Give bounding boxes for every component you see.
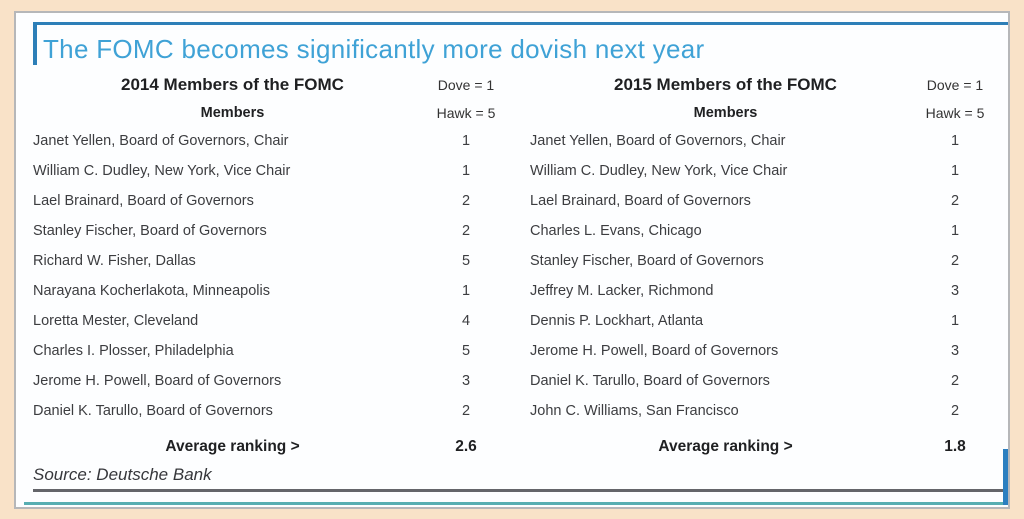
table-2014-heading: 2014 Members of the FOMC	[121, 75, 344, 94]
table-row: Jerome H. Powell, Board of Governors 3	[530, 336, 989, 366]
top-accent-rule	[33, 22, 1008, 25]
average-row-2015: Average ranking > 1.8	[530, 432, 989, 462]
member-name: Daniel K. Tarullo, Board of Governors	[530, 373, 770, 389]
table-row: William C. Dudley, New York, Vice Chair …	[33, 156, 500, 186]
table-row: Janet Yellen, Board of Governors, Chair …	[33, 126, 500, 156]
table-row: Richard W. Fisher, Dallas 5	[33, 246, 500, 276]
member-rank: 3	[461, 373, 471, 389]
members-column-header-2015: Members	[693, 104, 758, 121]
bottom-teal-rule	[24, 502, 1008, 505]
member-name: Charles L. Evans, Chicago	[530, 223, 702, 239]
member-name: William C. Dudley, New York, Vice Chair	[33, 163, 291, 179]
title-accent-bar	[33, 22, 37, 65]
table-2015-header-row: 2015 Members of the FOMC Dove = 1	[530, 71, 989, 99]
member-name: William C. Dudley, New York, Vice Chair	[530, 163, 788, 179]
member-name: Lael Brainard, Board of Governors	[33, 193, 254, 209]
member-rank: 2	[461, 193, 471, 209]
member-name: Daniel K. Tarullo, Board of Governors	[33, 403, 273, 419]
dove-scale-label-2014: Dove = 1	[437, 77, 495, 93]
member-rows-2015: Janet Yellen, Board of Governors, Chair …	[530, 126, 989, 426]
table-row: Charles L. Evans, Chicago 1	[530, 216, 989, 246]
member-rank: 2	[950, 373, 960, 389]
table-2015-heading: 2015 Members of the FOMC	[614, 75, 837, 94]
member-name: Janet Yellen, Board of Governors, Chair	[530, 133, 786, 149]
table-row: Daniel K. Tarullo, Board of Governors 2	[530, 366, 989, 396]
member-name: Dennis P. Lockhart, Atlanta	[530, 313, 704, 329]
table-row: Lael Brainard, Board of Governors 2	[33, 186, 500, 216]
table-row: Daniel K. Tarullo, Board of Governors 2	[33, 396, 500, 426]
table-row: Jeffrey M. Lacker, Richmond 3	[530, 276, 989, 306]
member-rank: 2	[950, 403, 960, 419]
member-rank: 1	[461, 283, 471, 299]
average-row-2014: Average ranking > 2.6	[33, 432, 500, 462]
average-ranking-label-2015: Average ranking >	[658, 438, 793, 455]
member-rank: 3	[950, 343, 960, 359]
table-row: Dennis P. Lockhart, Atlanta 1	[530, 306, 989, 336]
average-ranking-label-2014: Average ranking >	[165, 438, 300, 455]
member-rank: 1	[950, 223, 960, 239]
member-name: Stanley Fischer, Board of Governors	[530, 253, 764, 269]
member-rank: 3	[950, 283, 960, 299]
table-row: Lael Brainard, Board of Governors 2	[530, 186, 989, 216]
table-row: Narayana Kocherlakota, Minneapolis 1	[33, 276, 500, 306]
member-rank: 1	[950, 313, 960, 329]
member-rank: 4	[461, 313, 471, 329]
member-rank: 1	[950, 133, 960, 149]
members-column-header-2014: Members	[200, 104, 265, 121]
member-rank: 1	[461, 163, 471, 179]
table-row: Janet Yellen, Board of Governors, Chair …	[530, 126, 989, 156]
dove-scale-label-2015: Dove = 1	[926, 77, 984, 93]
average-ranking-value-2014: 2.6	[455, 438, 477, 455]
member-name: Loretta Mester, Cleveland	[33, 313, 199, 329]
member-rank: 5	[461, 343, 471, 359]
bottom-right-accent-bar	[1003, 449, 1008, 505]
table-row: Stanley Fischer, Board of Governors 2	[33, 216, 500, 246]
table-2014-header-row: 2014 Members of the FOMC Dove = 1	[33, 71, 500, 99]
member-name: Jerome H. Powell, Board of Governors	[33, 373, 282, 389]
figure-panel: The FOMC becomes significantly more dovi…	[14, 11, 1010, 509]
member-rank: 1	[950, 163, 960, 179]
member-name: Richard W. Fisher, Dallas	[33, 253, 196, 269]
table-row: Loretta Mester, Cleveland 4	[33, 306, 500, 336]
member-name: Narayana Kocherlakota, Minneapolis	[33, 283, 270, 299]
source-note: Source: Deutsche Bank	[33, 465, 212, 484]
hawk-scale-label-2015: Hawk = 5	[925, 104, 985, 121]
member-name: Stanley Fischer, Board of Governors	[33, 223, 267, 239]
member-rank: 5	[461, 253, 471, 269]
source-rule	[33, 489, 1003, 492]
member-rank: 2	[950, 253, 960, 269]
member-rank: 2	[950, 193, 960, 209]
member-name: Lael Brainard, Board of Governors	[530, 193, 751, 209]
hawk-scale-label-2014: Hawk = 5	[436, 104, 496, 121]
member-name: Janet Yellen, Board of Governors, Chair	[33, 133, 289, 149]
table-row: William C. Dudley, New York, Vice Chair …	[530, 156, 989, 186]
table-row: Jerome H. Powell, Board of Governors 3	[33, 366, 500, 396]
average-ranking-value-2015: 1.8	[944, 438, 966, 455]
table-row: John C. Williams, San Francisco 2	[530, 396, 989, 426]
figure-title: The FOMC becomes significantly more dovi…	[43, 34, 705, 64]
table-2015-subheader-row: Members Hawk = 5	[530, 99, 989, 126]
table-row: Charles I. Plosser, Philadelphia 5	[33, 336, 500, 366]
member-name: Jeffrey M. Lacker, Richmond	[530, 283, 714, 299]
member-rank: 1	[461, 133, 471, 149]
member-name: Jerome H. Powell, Board of Governors	[530, 343, 779, 359]
member-rank: 2	[461, 403, 471, 419]
member-rows-2014: Janet Yellen, Board of Governors, Chair …	[33, 126, 500, 426]
table-2014-subheader-row: Members Hawk = 5	[33, 99, 500, 126]
member-name: John C. Williams, San Francisco	[530, 403, 739, 419]
table-2014: 2014 Members of the FOMC Dove = 1 Member…	[33, 71, 500, 462]
member-rank: 2	[461, 223, 471, 239]
table-row: Stanley Fischer, Board of Governors 2	[530, 246, 989, 276]
member-name: Charles I. Plosser, Philadelphia	[33, 343, 234, 359]
table-2015: 2015 Members of the FOMC Dove = 1 Member…	[530, 71, 989, 462]
